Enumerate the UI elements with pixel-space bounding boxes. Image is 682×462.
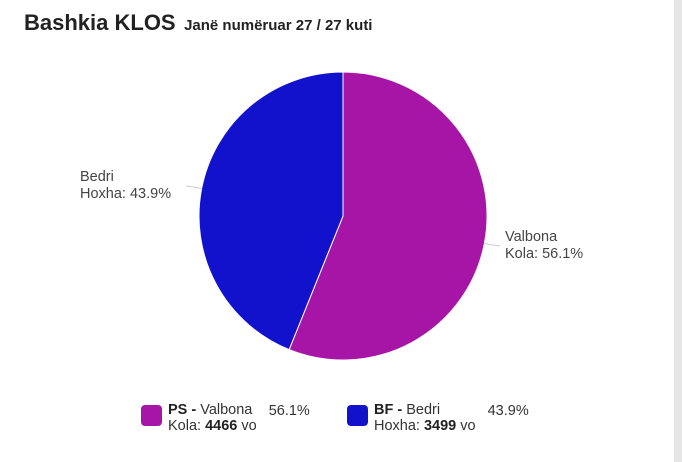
chart-header: Bashkia KLOS Janë numëruar 27 / 27 kuti <box>24 10 372 36</box>
legend-text-ps: PS - Valbona Kola: 4466 vo <box>168 402 257 434</box>
pie-label-valbona-kola: Valbona Kola: 56.1% <box>505 229 583 263</box>
legend-item-bf[interactable]: BF - Bedri Hoxha: 3499 vo 43.9% <box>347 402 529 434</box>
legend-percent-bf: 43.9% <box>487 403 529 419</box>
legend-party: BF <box>374 402 394 418</box>
legend-candidate-last: Kola: <box>168 418 206 434</box>
legend-percent-ps: 56.1% <box>268 403 310 419</box>
pie-label-connector-bedri <box>185 185 202 190</box>
legend-swatch-ps <box>141 405 162 426</box>
legend-votes: 4466 <box>205 418 238 434</box>
legend-separator: - <box>187 402 201 418</box>
legend-candidate-first: Bedri <box>406 402 441 418</box>
legend-votes: 3499 <box>423 418 457 434</box>
chart-title: Bashkia KLOS <box>24 10 176 35</box>
legend-votes-unit: vo <box>237 418 257 434</box>
legend-swatch-bf <box>347 405 368 426</box>
pie-slice-bedri-hoxha[interactable] <box>198 71 344 351</box>
pie-label-line: Hoxha: 43.9% <box>80 186 172 202</box>
legend-votes-unit: vo <box>456 418 476 434</box>
pie-label-line: Kola: 56.1% <box>505 246 584 262</box>
window-edge <box>674 0 682 462</box>
legend-candidate-first: Valbona <box>200 402 253 418</box>
legend-text-bf: BF - Bedri Hoxha: 3499 vo <box>374 402 476 434</box>
legend-party: PS <box>168 402 188 418</box>
pie-slice-valbona-kola[interactable] <box>288 71 488 361</box>
pie-label-line: Valbona <box>505 229 558 245</box>
chart-subtitle: Janë numëruar 27 / 27 kuti <box>184 17 373 34</box>
legend-candidate-last: Hoxha: <box>374 418 424 434</box>
legend-item-ps[interactable]: PS - Valbona Kola: 4466 vo 56.1% <box>141 402 310 434</box>
legend-separator: - <box>393 402 407 418</box>
pie-label-connector-valbona <box>484 242 501 247</box>
pie-label-line: Bedri <box>80 169 114 185</box>
pie-label-bedri-hoxha: Bedri Hoxha: 43.9% <box>80 169 171 203</box>
